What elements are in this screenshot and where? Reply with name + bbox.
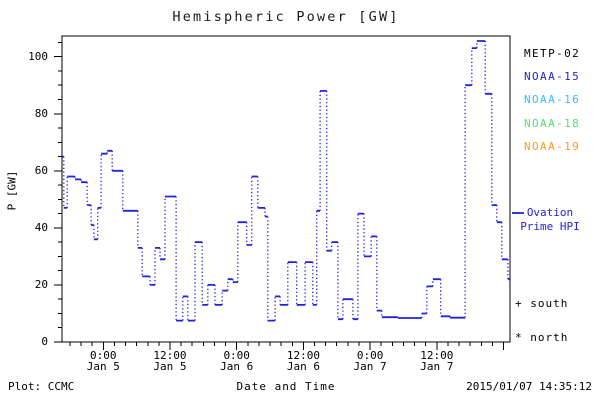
x-tick-label: 12:00 Jan 5 xyxy=(130,350,210,372)
x-tick-label: 0:00 Jan 7 xyxy=(330,350,410,372)
hpi-step-verticals xyxy=(63,41,509,321)
x-tick-time: 0:00 xyxy=(223,349,250,362)
y-tick-label-0: 0 xyxy=(41,335,48,348)
x-tick-time: 0:00 xyxy=(356,349,384,362)
x-tick-time: 12:00 xyxy=(420,349,454,362)
satellite-legend: METP-02 NOAA-15 NOAA-16 NOAA-18 NOAA-19 xyxy=(524,42,580,158)
south-hemisphere-label: + south xyxy=(515,297,569,310)
legend-item-noaa-19: NOAA-19 xyxy=(524,139,581,153)
x-tick-label: 12:00 Jan 6 xyxy=(263,350,343,372)
x-tick-time: 12:00 xyxy=(153,349,187,362)
legend-item-noaa-16: NOAA-16 xyxy=(524,93,581,107)
y-tick-label-100: 100 xyxy=(28,49,48,63)
y-tick-label-60: 60 xyxy=(34,163,48,177)
ovation-label-line2: Prime HPI xyxy=(520,219,580,233)
y-tick-label-40: 40 xyxy=(34,220,48,234)
x-tick-date: Jan 7 xyxy=(420,360,454,373)
x-tick-time: 0:00 xyxy=(90,349,117,362)
x-tick-date: Jan 7 xyxy=(353,360,387,373)
x-tick-label: 0:00 Jan 6 xyxy=(197,350,277,372)
x-tick-time: 12:00 xyxy=(286,349,320,362)
hpi-step-line xyxy=(62,40,510,322)
ovation-prime-hpi-label: Ovation Prime HPI xyxy=(519,206,581,233)
north-hemisphere-label: * north xyxy=(515,331,569,344)
x-axis-title: Date and Time xyxy=(236,380,336,393)
plot-source-label: Plot: CCMC xyxy=(8,380,75,393)
x-tick-label: 0:00 Jan 5 xyxy=(63,350,143,372)
y-tick-label-80: 80 xyxy=(34,106,48,120)
ovation-label-line1: Ovation xyxy=(526,206,574,219)
y-tick-label-20: 20 xyxy=(34,277,48,291)
x-tick-date: Jan 6 xyxy=(286,360,320,373)
x-tick-label: 12:00 Jan 7 xyxy=(397,350,477,372)
page-title: Hemispheric Power [GW] xyxy=(172,9,400,25)
legend-item-noaa-15: NOAA-15 xyxy=(524,70,581,84)
legend-item-noaa-18: NOAA-18 xyxy=(524,116,581,130)
plot-box xyxy=(61,35,511,343)
axis-ticks xyxy=(54,41,504,350)
x-tick-date: Jan 6 xyxy=(220,360,254,373)
plot-timestamp: 2015/01/07 14:35:12 xyxy=(466,380,592,393)
legend-item-metp-02: METP-02 xyxy=(524,47,581,60)
x-tick-date: Jan 5 xyxy=(86,360,120,373)
x-tick-date: Jan 5 xyxy=(153,360,187,373)
y-axis-label: P [GW] xyxy=(5,170,19,211)
